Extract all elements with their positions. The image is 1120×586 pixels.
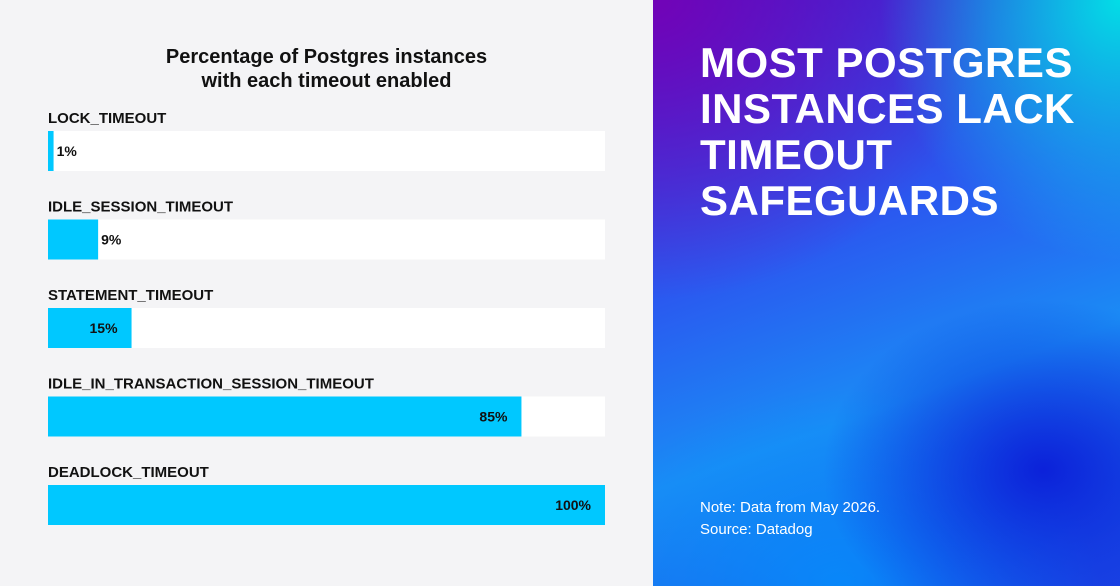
category-label: DEADLOCK_TIMEOUT	[48, 464, 209, 481]
headline-panel: MOST POSTGRES INSTANCES LACK TIMEOUT SAF…	[653, 0, 1120, 586]
headline-line-2: INSTANCES LACK	[700, 85, 1075, 132]
bar-group-statement-timeout: STATEMENT_TIMEOUT 15%	[48, 287, 605, 348]
bar-track	[48, 131, 605, 171]
value-label: 100%	[555, 497, 591, 513]
bar-group-deadlock-timeout: DEADLOCK_TIMEOUT 100%	[48, 464, 605, 525]
bar-track	[48, 308, 605, 348]
bar	[48, 485, 605, 525]
headline-line-4: SAFEGUARDS	[700, 177, 1000, 224]
chart-title-line-2: with each timeout enabled	[201, 70, 452, 92]
headline-line-3: TIMEOUT	[700, 131, 893, 178]
value-label: 1%	[57, 143, 78, 159]
bar-group-lock-timeout: LOCK_TIMEOUT 1%	[48, 110, 605, 171]
category-label: IDLE_SESSION_TIMEOUT	[48, 199, 233, 216]
category-label: STATEMENT_TIMEOUT	[48, 287, 213, 304]
bar	[48, 219, 99, 260]
bar-track	[48, 219, 605, 260]
bar-chart: LOCK_TIMEOUT 1% IDLE_SESSION_TIMEOUT 9% STAT…	[48, 110, 605, 525]
value-label: 9%	[101, 232, 122, 248]
data-note: Note: Data from May 2026.	[700, 499, 881, 516]
footnote: Note: Data from May 2026. Source: Datado…	[700, 497, 880, 541]
bar	[48, 131, 54, 171]
bar-group-idle-session-timeout: IDLE_SESSION_TIMEOUT 9%	[48, 199, 605, 260]
source-note: Source: Datadog	[700, 521, 813, 538]
value-label: 85%	[479, 409, 508, 425]
category-label: IDLE_IN_TRANSACTION_SESSION_TIMEOUT	[48, 376, 374, 393]
chart-panel: Percentage of Postgres instances with ea…	[0, 0, 653, 586]
bar-group-idle-in-transaction-session-timeout: IDLE_IN_TRANSACTION_SESSION_TIMEOUT 85%	[48, 376, 605, 437]
headline: MOST POSTGRES INSTANCES LACK TIMEOUT SAF…	[700, 40, 1110, 224]
chart-title: Percentage of Postgres instances with ea…	[48, 45, 605, 93]
headline-line-1: MOST POSTGRES	[700, 39, 1073, 86]
category-label: LOCK_TIMEOUT	[48, 110, 166, 127]
value-label: 15%	[90, 320, 119, 336]
bar	[48, 308, 132, 348]
chart-title-line-1: Percentage of Postgres instances	[165, 46, 488, 68]
bar	[48, 396, 522, 437]
